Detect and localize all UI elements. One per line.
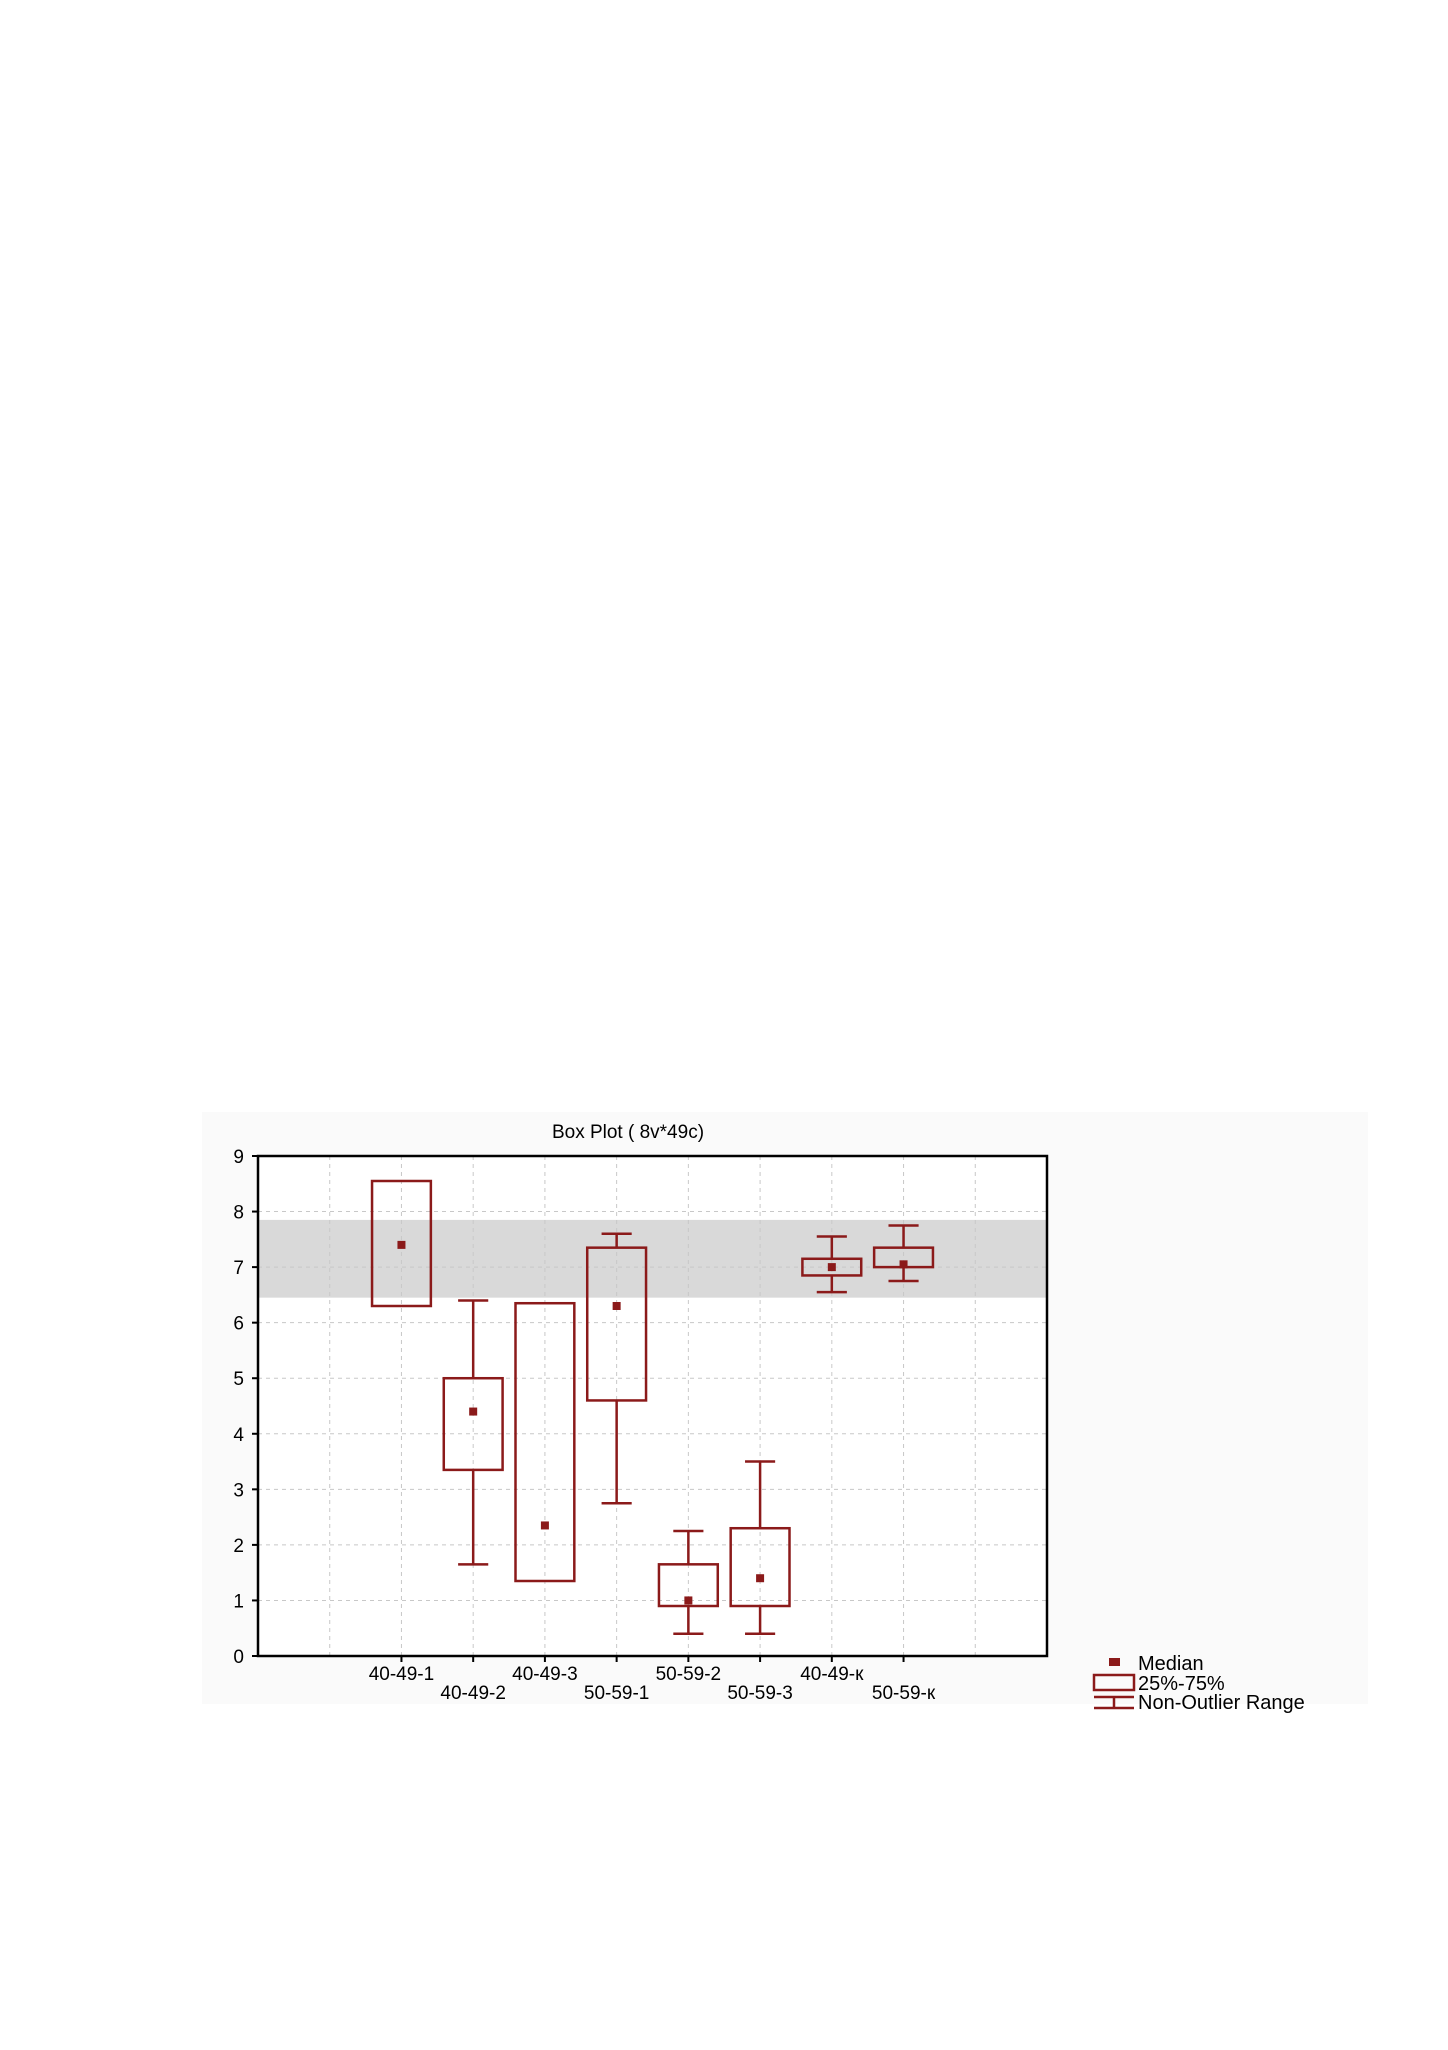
median-marker [469,1407,478,1416]
x-tick-label: 40-49-2 [440,1683,506,1704]
box-iqr [801,1257,863,1277]
x-tick-label: 50-59-к [872,1683,936,1704]
legend-median-marker [1109,1658,1120,1666]
box-iqr [514,1301,576,1583]
box-50-59-2 [657,1529,720,1636]
legend-label-quartiles: 25%-75% [1138,1673,1225,1695]
box-50-59-3 [729,1460,791,1636]
median-marker [827,1263,836,1272]
y-tick-label: 1 [233,1591,244,1612]
y-tick-label: 8 [233,1203,244,1224]
y-tick-label: 4 [233,1425,244,1446]
median-marker [899,1260,908,1269]
y-tick-label: 2 [233,1536,244,1557]
plot-area: 0 1 2 3 4 5 6 7 8 9 40-49-140-49-2 40-49-3 50-59-1 50… [233,1147,1049,1704]
chart-title: Box Plot ( 8v*49c) [552,1122,704,1143]
y-tick-label: 6 [233,1314,244,1335]
box-40-49-1 [370,1179,433,1308]
box-50-59-к [872,1224,935,1283]
legend-label-median: Median [1138,1653,1204,1675]
median-marker [612,1302,621,1310]
median-marker [756,1574,765,1583]
box-40-49-3 [514,1301,576,1583]
y-tick-label: 5 [233,1369,244,1390]
x-tick-label: 40-49-к [800,1664,864,1685]
plot-border [256,1154,1049,1658]
x-tick-label: 50-59-3 [727,1683,793,1704]
box-iqr [370,1179,433,1308]
median-marker [397,1240,406,1249]
legend-box-marker [1092,1673,1136,1692]
legend-label-range: Non-Outlier Range [1138,1692,1305,1714]
box-iqr [442,1376,504,1472]
box-50-59-1 [585,1232,648,1505]
box-iqr [585,1246,648,1402]
box-iqr [657,1563,720,1608]
median-marker [540,1521,549,1530]
box-40-49-2 [442,1299,504,1566]
x-tick-label: 50-59-1 [584,1683,650,1704]
reference-band [258,1219,1047,1298]
x-tick-label: 40-49-3 [512,1664,578,1685]
x-tick-label: 50-59-2 [656,1664,722,1685]
y-tick-label: 7 [233,1258,244,1279]
x-tick-label: 40-49-1 [369,1664,435,1685]
y-tick-label: 0 [233,1647,244,1668]
box-40-49-к [801,1235,863,1294]
box-iqr [729,1526,791,1608]
y-tick-label: 9 [233,1147,244,1168]
median-marker [684,1596,693,1605]
y-tick-label: 3 [233,1480,244,1501]
